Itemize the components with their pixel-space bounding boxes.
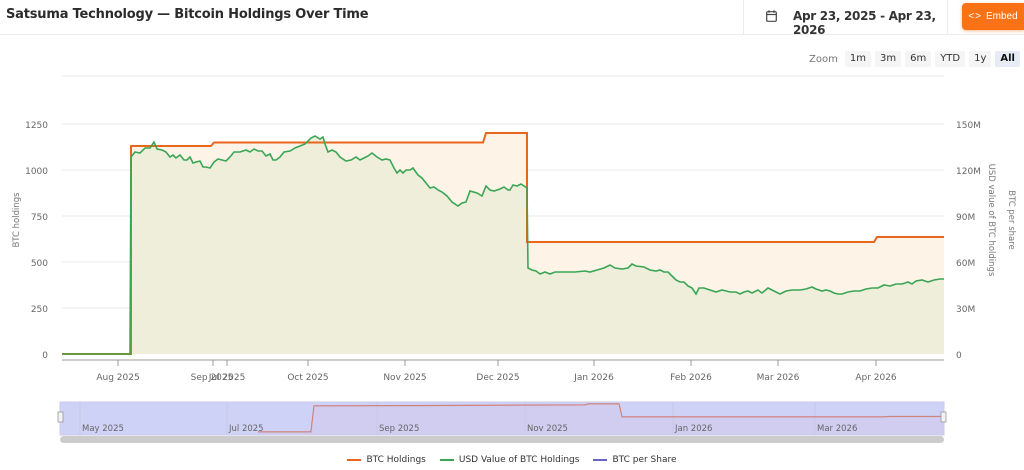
svg-text:60M: 60M — [956, 259, 975, 269]
zoom-1y-button[interactable]: 1y — [969, 51, 992, 67]
navigator-handle-right[interactable] — [940, 411, 947, 423]
date-range-text: Apr 23, 2025 - Apr 23, 2026 — [793, 9, 936, 37]
svg-text:1250: 1250 — [25, 121, 48, 131]
page-title: Satsuma Technology — Bitcoin Holdings Ov… — [6, 7, 369, 22]
legend-swatch-icon — [593, 459, 608, 461]
svg-text:250: 250 — [31, 305, 48, 315]
navigator-scrollbar[interactable] — [60, 436, 944, 443]
legend-item-btc-holdings[interactable]: BTC Holdings — [347, 455, 426, 465]
svg-text:150M: 150M — [956, 121, 981, 131]
navigator-series-line — [258, 403, 944, 433]
svg-text:May 2025: May 2025 — [82, 424, 124, 434]
svg-text:1000: 1000 — [25, 167, 48, 177]
code-icon: <> — [968, 11, 982, 22]
svg-text:Oct 2025: Oct 2025 — [287, 373, 328, 383]
svg-text:Sep 2025: Sep 2025 — [191, 373, 234, 383]
embed-label: Embed — [986, 11, 1018, 22]
legend-swatch-icon — [347, 459, 362, 461]
svg-text:0: 0 — [42, 351, 48, 361]
embed-button[interactable]: <> Embed — [962, 3, 1024, 30]
svg-text:Jul 2025: Jul 2025 — [228, 424, 264, 434]
zoom-all-button[interactable]: All — [995, 51, 1020, 67]
svg-text:Feb 2026: Feb 2026 — [670, 373, 712, 383]
navigator-labels: May 2025 Jul 2025 Sep 2025 Nov 2025 Jan … — [82, 424, 857, 434]
svg-text:Nov 2025: Nov 2025 — [383, 373, 426, 383]
svg-text:Apr 2026: Apr 2026 — [855, 373, 897, 383]
svg-text:Dec 2025: Dec 2025 — [476, 373, 519, 383]
svg-text:90M: 90M — [956, 213, 975, 223]
svg-text:Mar 2026: Mar 2026 — [757, 373, 800, 383]
svg-text:120M: 120M — [956, 167, 981, 177]
y-axis-left-title: BTC holdings — [12, 192, 22, 248]
x-axis-ticks — [117, 360, 877, 366]
usd-value-line — [62, 135, 944, 355]
legend-label: BTC Holdings — [366, 455, 426, 465]
legend-label: USD Value of BTC Holdings — [458, 455, 580, 465]
legend: BTC Holdings USD Value of BTC Holdings B… — [0, 455, 1024, 465]
svg-text:Sep 2025: Sep 2025 — [379, 424, 419, 434]
zoom-label: Zoom — [809, 53, 838, 65]
svg-text:500: 500 — [31, 259, 48, 269]
header: Satsuma Technology — Bitcoin Holdings Ov… — [0, 0, 1024, 37]
y-axis-right-labels: 0 30M 60M 90M 120M 150M — [956, 121, 981, 361]
svg-text:Aug 2025: Aug 2025 — [96, 373, 139, 383]
y-axis-right2-title: BTC per share — [1006, 190, 1016, 250]
svg-text:30M: 30M — [956, 305, 975, 315]
svg-text:Jan 2026: Jan 2026 — [674, 424, 712, 434]
svg-text:Mar 2026: Mar 2026 — [817, 424, 857, 434]
zoom-3m-button[interactable]: 3m — [874, 51, 902, 67]
legend-item-btc-per-share[interactable]: BTC per Share — [593, 455, 677, 465]
svg-text:Jan 2026: Jan 2026 — [573, 373, 614, 383]
usd-value-area — [131, 136, 944, 354]
y-axis-left-labels: 0 250 500 750 1000 1250 — [25, 121, 48, 361]
zoom-1m-button[interactable]: 1m — [844, 51, 871, 67]
legend-item-usd-value[interactable]: USD Value of BTC Holdings — [439, 455, 580, 465]
navigator-selection[interactable] — [60, 402, 944, 435]
navigator[interactable]: May 2025 Jul 2025 Sep 2025 Nov 2025 Jan … — [57, 401, 947, 436]
navigator-handle-left[interactable] — [57, 411, 64, 423]
zoom-ytd-button[interactable]: YTD — [935, 51, 966, 67]
svg-text:Nov 2025: Nov 2025 — [527, 424, 568, 434]
svg-text:Jul 2025: Jul 2025 — [208, 373, 246, 383]
legend-swatch-icon — [439, 459, 454, 461]
y-axis-right-title: USD value of BTC holdings — [986, 164, 996, 277]
svg-text:0: 0 — [956, 351, 962, 361]
legend-label: BTC per Share — [612, 455, 677, 465]
zoom-6m-button[interactable]: 6m — [905, 51, 932, 67]
svg-text:750: 750 — [31, 213, 48, 223]
x-axis-labels: Aug 2025 Sep 2025 Jul 2025 Oct 2025 Nov … — [96, 373, 897, 383]
zoom-selector: Zoom 1m 3m 6m YTD 1y All — [809, 51, 1020, 67]
date-range-picker[interactable]: Apr 23, 2025 - Apr 23, 2026 — [743, 0, 948, 37]
calendar-icon — [766, 10, 777, 22]
